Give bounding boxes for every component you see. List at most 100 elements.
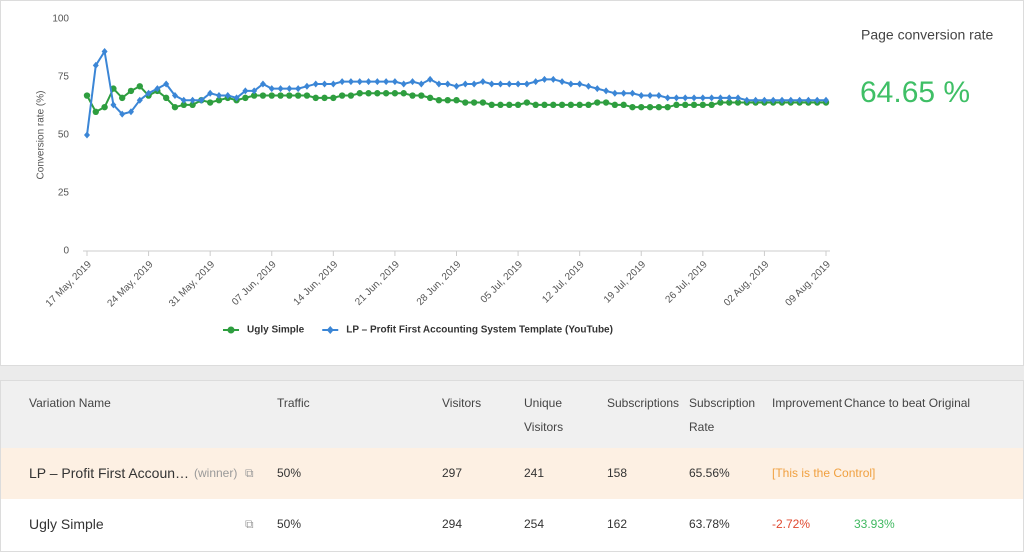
point <box>312 94 319 102</box>
point <box>602 99 610 106</box>
header-cell: Visitors <box>442 396 482 410</box>
point <box>356 78 363 86</box>
x-tick-label: 07 Jun, 2019 <box>230 259 279 308</box>
point <box>382 90 390 97</box>
point <box>779 96 786 104</box>
header-cell: Traffic <box>277 396 310 410</box>
improvement: -2.72% <box>772 517 811 531</box>
point <box>611 101 619 109</box>
cell: 50% <box>277 517 302 531</box>
legend-label: LP – Profit First Accounting System Temp… <box>346 325 613 336</box>
point <box>550 101 557 109</box>
point <box>136 83 143 90</box>
point <box>180 96 187 104</box>
point <box>180 101 187 109</box>
point <box>339 78 346 86</box>
header-cell: Subscription Rate <box>689 396 756 434</box>
point <box>515 80 522 88</box>
point <box>206 99 214 106</box>
point <box>761 96 768 104</box>
point <box>347 78 354 86</box>
point <box>682 101 689 109</box>
y-tick-label: 25 <box>58 188 70 199</box>
y-tick-label: 50 <box>58 130 70 141</box>
header-cell: Chance to beat Original <box>844 396 971 410</box>
point <box>567 80 574 88</box>
header-cell: Variation Name <box>29 396 111 410</box>
point <box>189 101 196 109</box>
point <box>655 103 663 111</box>
point <box>215 92 222 100</box>
point <box>743 96 750 104</box>
point <box>479 78 486 86</box>
cell: 50% <box>277 466 302 480</box>
point <box>673 94 680 102</box>
point <box>796 96 803 104</box>
point <box>400 90 407 97</box>
y-tick-label: 75 <box>58 72 70 83</box>
point <box>471 80 478 88</box>
point <box>391 90 399 97</box>
point <box>365 78 372 86</box>
point <box>497 101 504 109</box>
y-tick-label: 0 <box>63 246 69 257</box>
point <box>576 101 583 109</box>
legend-marker <box>326 326 334 334</box>
point <box>215 97 223 104</box>
winner-badge: (winner) <box>194 466 238 480</box>
point <box>286 85 293 93</box>
cell: 254 <box>524 517 545 531</box>
x-tick-label: 05 Jul, 2019 <box>479 259 526 306</box>
point <box>418 80 425 88</box>
point <box>338 92 346 99</box>
point <box>136 96 143 104</box>
point <box>453 82 460 90</box>
point <box>400 80 407 88</box>
point <box>189 96 196 104</box>
y-tick-label: 100 <box>52 14 69 25</box>
point <box>594 99 601 106</box>
point <box>453 97 460 104</box>
point <box>717 99 724 106</box>
point <box>444 97 451 104</box>
point <box>312 80 319 88</box>
point <box>611 89 618 97</box>
point <box>726 94 733 102</box>
point <box>286 92 293 99</box>
point <box>383 78 390 86</box>
table-card: Variation Name Traffic Visitors Unique V… <box>0 380 1024 552</box>
point <box>110 101 117 109</box>
improvement: [This is the Control] <box>772 466 876 480</box>
point <box>620 101 627 109</box>
point <box>101 47 108 55</box>
point <box>629 89 636 97</box>
point <box>119 110 126 118</box>
point <box>488 80 495 88</box>
point <box>550 75 557 83</box>
x-tick-label: 09 Aug, 2019 <box>784 259 834 309</box>
point <box>717 94 724 102</box>
external-link-icon[interactable]: ⧉ <box>245 466 254 480</box>
point <box>268 92 275 99</box>
point <box>691 94 698 102</box>
point <box>321 80 328 88</box>
point <box>497 80 504 88</box>
external-link-icon[interactable]: ⧉ <box>245 517 254 531</box>
point <box>127 87 135 95</box>
point <box>585 82 592 90</box>
point <box>647 92 654 100</box>
point <box>558 101 566 109</box>
point <box>470 99 478 106</box>
chance-to-beat: 33.93% <box>854 517 895 531</box>
variation-name[interactable]: LP – Profit First Accoun… <box>29 465 190 481</box>
point <box>242 94 249 102</box>
point <box>127 108 134 116</box>
point <box>145 89 152 97</box>
variation-name[interactable]: Ugly Simple <box>29 516 104 532</box>
cell: 63.78% <box>689 517 730 531</box>
point <box>409 92 416 99</box>
point <box>690 101 698 109</box>
point <box>347 92 355 99</box>
point <box>171 92 178 100</box>
